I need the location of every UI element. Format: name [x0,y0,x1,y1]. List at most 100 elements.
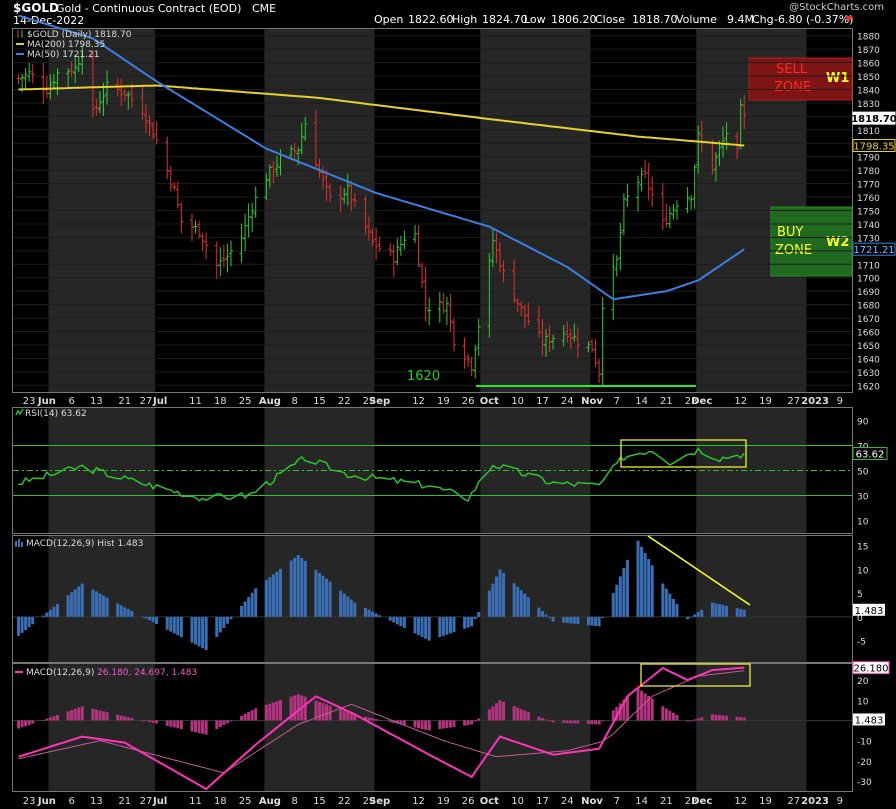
macd-hist-bar [427,720,431,731]
rsi-grid [13,445,852,496]
hist-last-tag-text: 1.483 [855,606,884,617]
rsi-line [18,446,745,502]
header-date: 14-Dec-2022 [13,14,84,27]
hist-bar [126,609,130,617]
hist-bar [424,616,428,639]
rsi-legend-icon [15,408,24,416]
macd-hist-bar [155,720,159,724]
macd-hist-bar [41,719,45,721]
macd-hist-bar [689,720,693,722]
hist-bar [201,616,205,649]
macd-hist-bar [130,717,134,721]
macd-hist-bar [116,714,120,721]
price-tick-label: 1670 [857,315,880,325]
hist-bar [279,568,282,617]
hist-bar [123,607,127,617]
macd-hist-bar [714,714,718,721]
price-tick-label: 1630 [857,369,880,379]
macd-hist-bar [303,696,307,721]
hist-bar [268,577,272,617]
hist-bar [664,588,668,617]
x-axis-label: 27 [787,796,800,807]
last-value-tag [852,242,896,256]
x-axis-label: 21 [660,796,673,807]
x-axis-label: 19 [759,396,772,407]
macd-highlight-box [640,663,751,687]
macd-hist-bar [45,718,49,721]
hist-bar [696,612,700,617]
last-value-tag-text: 1798.35 [853,141,894,152]
x-axis-label: Jul [152,796,167,807]
macd-hist-bar [20,720,24,728]
hist-bar [52,606,56,617]
x-axis-label: 19 [437,796,450,807]
macd-hist-bar [735,716,739,721]
macd-hist-bar [126,717,130,721]
macd-hist-bar [611,710,615,721]
hist-bar [537,607,541,617]
x-axis-label: 21 [118,796,131,807]
x-axis-label: 12 [412,396,425,407]
macd-line [18,666,745,791]
hist-bar [116,603,120,617]
hist-bar [625,559,629,617]
hist-bar [222,616,226,629]
high-value: 1824.70 [482,13,528,26]
x-axis-label: Jul [152,396,167,407]
hist-bar [176,616,180,636]
macd-hist-bar [668,710,672,721]
last-value-tag [852,138,896,152]
x-axis-label: 6 [68,796,74,807]
x-axis-label: 28 [685,396,698,407]
macd-hist-last-tag [853,713,885,726]
volume-value: 9.4M [727,13,754,26]
x-axis-label: Dec [691,396,712,407]
macd-hist-bar [477,718,481,721]
macd-hist-bar [94,709,98,721]
x-axis-label: 8 [291,396,297,407]
hist-bar [94,591,98,617]
price-tick-label: 1760 [857,194,880,204]
hist-bar [17,616,21,636]
hist-bar [229,616,233,620]
x-axis-label: 19 [437,396,450,407]
macd-hist-bar [73,708,77,721]
hist-bar [686,616,690,620]
hist-bar [31,616,35,625]
sell-zone-line2: ZONE [774,80,811,95]
x-axis-label: 10 [511,796,524,807]
x-axis-label: 2023 [801,396,829,407]
macd-last-tag-text: 26.180 [854,664,889,675]
price-tick-label: 1640 [857,355,880,365]
macd-hist-bar [48,717,52,721]
macd-hist-bar [636,688,640,721]
macd-hist-bar [565,720,569,724]
x-axis-label: 13 [90,396,103,407]
hist-bar [452,616,456,633]
hist-bar [165,616,169,630]
x-axis-label: 21 [118,396,131,407]
macd-hist-legend: MACD(12,26,9) Hist 1.483 [15,539,143,549]
macd-tick-label: -20 [857,758,872,768]
macd-hist-bar [739,717,743,721]
x-axis-label: 22 [338,796,351,807]
symbol: $GOLD [13,1,59,15]
hist-bar [417,616,421,636]
rsi-panel-frame [12,407,853,534]
macd-hist-bar [264,704,268,721]
low-value: 1806.20 [551,13,597,26]
x-axis-label: 9 [837,396,843,407]
x-axis-label: Dec [691,796,712,807]
macd-hist-bar [31,720,35,724]
macd-hist-bar [473,720,477,722]
x-axis-label: 7 [614,796,620,807]
hist-bar [41,615,45,617]
macd-hist-bar [686,720,690,722]
macd-hist-bar [696,718,700,721]
down-arrow-icon [845,16,853,22]
hist-bar [615,584,619,617]
macd-hist-bar [243,713,247,721]
macd-hist-bar [548,720,552,722]
macd-hist-bar [378,719,382,721]
macd-hist-bar [225,720,229,724]
